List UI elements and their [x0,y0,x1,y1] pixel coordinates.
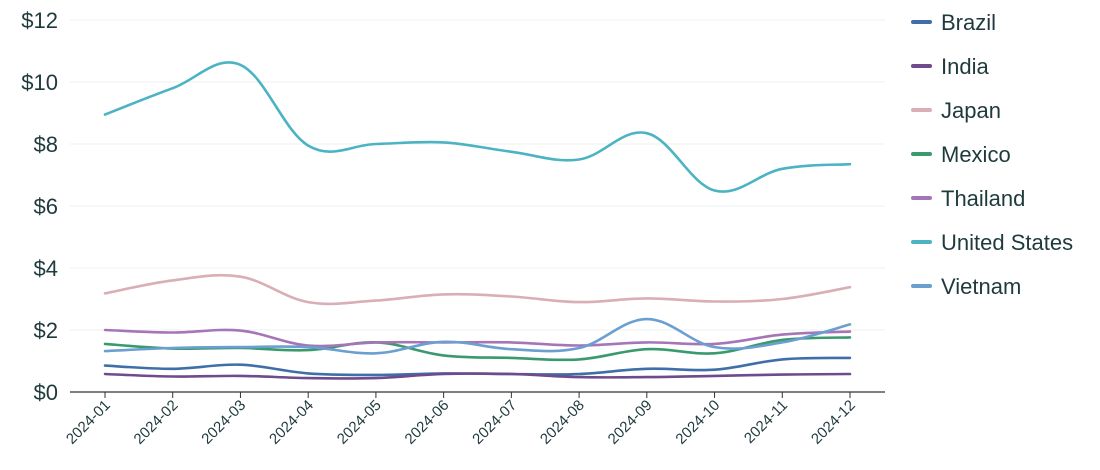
x-tick-label: 2024-04 [266,397,317,448]
y-tick-label: $6 [34,194,58,219]
series-line-united-states [103,61,852,193]
legend: Brazil India Japan Mexico Thailand United Sta… [911,10,1073,299]
legend-label: Thailand [941,186,1025,211]
series-line-japan [103,273,852,306]
legend-item-vietnam[interactable]: Vietnam [911,274,1021,299]
x-tick-label: 2024-07 [469,397,520,448]
series-lines [103,61,852,380]
y-tick-label: $4 [34,256,58,281]
legend-item-mexico[interactable]: Mexico [911,142,1011,167]
legend-label: Vietnam [941,274,1021,299]
x-tick-label: 2024-09 [605,397,656,448]
legend-label: Japan [941,98,1001,123]
x-tick-label: 2024-12 [808,397,859,448]
x-tick-label: 2024-10 [672,397,723,448]
legend-item-india[interactable]: India [911,54,989,79]
x-tick-label: 2024-11 [741,397,791,447]
grid-lines [70,19,885,331]
y-axis: $0 $2 $4 $6 $8 $10 $12 [21,8,58,405]
legend-item-japan[interactable]: Japan [911,98,1001,123]
y-tick-label: $8 [34,132,58,157]
legend-item-brazil[interactable]: Brazil [911,10,996,35]
legend-label: Mexico [941,142,1011,167]
x-tick-label: 2024-05 [334,397,385,448]
legend-label: United States [941,230,1073,255]
series-line-thailand [103,328,852,348]
y-tick-label: $0 [34,380,58,405]
x-tick-label: 2024-03 [198,397,249,448]
legend-item-united-states[interactable]: United States [911,230,1073,255]
x-axis: 2024-01 2024-02 2024-03 2024-04 2024-05 2024-… [63,391,885,448]
x-tick-label: 2024-06 [402,397,453,448]
x-tick-label: 2024-01 [63,397,114,448]
series-line-vietnam [103,317,852,355]
x-tick-label: 2024-08 [537,397,588,448]
legend-item-thailand[interactable]: Thailand [911,186,1025,211]
y-tick-label: $2 [34,318,58,343]
legend-label: Brazil [941,10,996,35]
y-tick-label: $12 [21,8,58,33]
legend-label: India [941,54,989,79]
y-tick-label: $10 [21,70,58,95]
x-tick-label: 2024-02 [131,397,182,448]
series-line-india [103,372,852,380]
